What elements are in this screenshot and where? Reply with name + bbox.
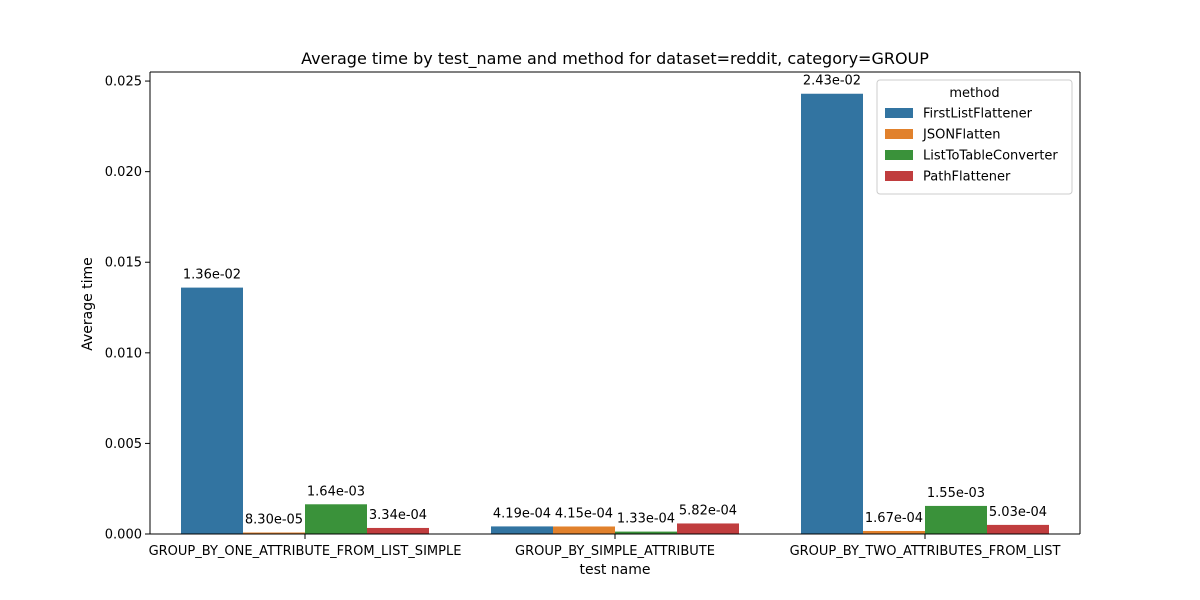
- legend-entry-JSONFlatten: JSONFlatten: [922, 128, 1001, 143]
- chart-title: Average time by test_name and method for…: [301, 49, 929, 69]
- data-label: 5.03e-04: [989, 505, 1047, 520]
- legend-entry-FirstListFlattener: FirstListFlattener: [923, 107, 1033, 122]
- y-tick-label: 0.000: [105, 528, 142, 543]
- bars: [181, 93, 1049, 535]
- data-label: 2.43e-02: [803, 74, 861, 89]
- data-label: 1.55e-03: [927, 486, 985, 501]
- bar-ListToTableConverter-1: [615, 531, 677, 534]
- bar-PathFlattener-1: [677, 523, 739, 534]
- data-label: 1.64e-03: [307, 484, 365, 499]
- legend-swatch-PathFlattener: [885, 171, 913, 181]
- bar-FirstListFlattener-1: [491, 526, 553, 534]
- y-axis-label: Average time: [80, 257, 96, 351]
- y-tick-label: 0.020: [105, 165, 142, 180]
- legend-swatch-ListToTableConverter: [885, 150, 913, 160]
- data-labels: 1.36e-02 4.19e-04 2.43e-02 8.30e-05 4.15e-04…: [183, 74, 1047, 528]
- data-label: 4.15e-04: [555, 506, 613, 521]
- data-label: 8.30e-05: [245, 513, 303, 528]
- x-axis-label: test name: [579, 562, 650, 578]
- legend-entry-PathFlattener: PathFlattener: [923, 170, 1011, 185]
- bar-ListToTableConverter-2: [925, 505, 987, 534]
- bar-JSONFlatten-2: [863, 530, 925, 534]
- bar-FirstListFlattener-0: [181, 287, 243, 534]
- bar-JSONFlatten-1: [553, 526, 615, 534]
- y-tick-label: 0.010: [105, 346, 142, 361]
- x-tick-label: GROUP_BY_ONE_ATTRIBUTE_FROM_LIST_SIMPLE: [149, 544, 462, 559]
- bar-PathFlattener-0: [367, 527, 429, 534]
- data-label: 5.82e-04: [679, 503, 737, 518]
- x-tick-label: GROUP_BY_SIMPLE_ATTRIBUTE: [515, 544, 715, 559]
- bar-FirstListFlattener-2: [801, 93, 863, 535]
- legend: method FirstListFlattener JSONFlatten ListT…: [876, 79, 1073, 195]
- data-label: 1.33e-04: [617, 512, 675, 527]
- axes: 0.000 0.005 0.010 0.015 0.020 0.025 GROUP_BY_O…: [105, 71, 1081, 559]
- legend-swatch-JSONFlatten: [885, 129, 913, 139]
- bar-JSONFlatten-0: [243, 532, 305, 534]
- y-tick-label: 0.025: [105, 75, 142, 90]
- data-label: 3.34e-04: [369, 508, 427, 523]
- data-label: 1.36e-02: [183, 268, 241, 283]
- bar-PathFlattener-2: [987, 524, 1049, 534]
- y-tick-label: 0.005: [105, 437, 142, 452]
- legend-swatch-FirstListFlattener: [885, 108, 913, 118]
- data-label: 1.67e-04: [865, 511, 923, 526]
- y-tick-label: 0.015: [105, 256, 142, 271]
- legend-box: [876, 79, 1073, 195]
- bar-ListToTableConverter-0: [305, 504, 367, 534]
- x-tick-label: GROUP_BY_TWO_ATTRIBUTES_FROM_LIST: [790, 544, 1061, 559]
- legend-title: method: [949, 86, 999, 101]
- legend-entry-ListToTableConverter: ListToTableConverter: [923, 149, 1058, 164]
- data-label: 4.19e-04: [493, 506, 551, 521]
